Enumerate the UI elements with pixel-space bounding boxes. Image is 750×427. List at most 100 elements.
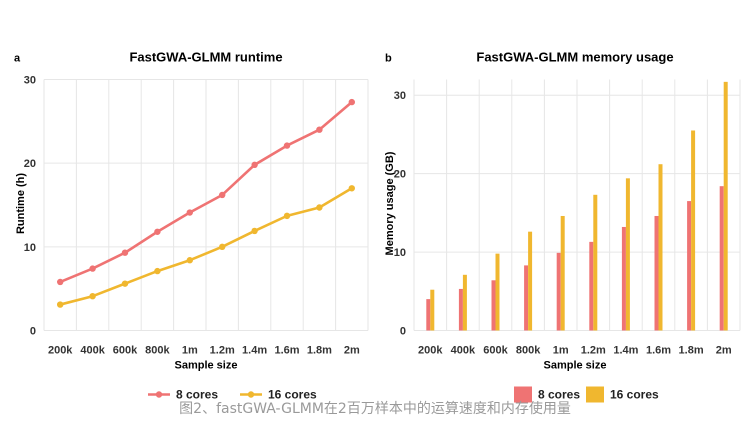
- memory-x-tick-label: 1.2m: [581, 345, 606, 357]
- runtime-x-tick-label: 1.4m: [242, 345, 267, 357]
- runtime-y-tick-label: 10: [24, 242, 36, 254]
- figure-caption: 图2、fastGWA-GLMM在2百万样本中的运算速度和内存使用量: [179, 401, 571, 417]
- runtime-legend-marker: [247, 391, 255, 398]
- runtime-y-tick-label: 0: [30, 326, 36, 338]
- runtime-legend-marker: [155, 391, 163, 398]
- runtime-x-tick-label: 2m: [344, 345, 360, 357]
- runtime-point: [251, 161, 258, 169]
- runtime-x-tick-label: 200k: [48, 345, 73, 357]
- memory-bar-16-cores: [430, 289, 435, 331]
- runtime-point: [186, 209, 193, 216]
- memory-x-axis-title: Sample size: [544, 360, 607, 372]
- runtime-y-tick-label: 20: [24, 158, 36, 170]
- runtime-x-axis-title: Sample size: [175, 360, 238, 372]
- panel-b-memory-chart: b FastGWA-GLMM memory usage Memory usage…: [384, 50, 741, 403]
- memory-bar-8-cores: [621, 226, 626, 331]
- memory-x-tick-label: 1.4m: [613, 345, 638, 357]
- runtime-point: [121, 280, 129, 287]
- memory-bar-8-cores: [458, 288, 463, 331]
- runtime-x-tick-label: 1.6m: [274, 345, 299, 357]
- runtime-series-line-8-cores: [59, 101, 353, 284]
- memory-bar-16-cores: [691, 130, 696, 331]
- memory-legend-label: 16 cores: [610, 388, 659, 402]
- runtime-point: [89, 265, 96, 272]
- memory-bar-16-cores: [658, 164, 663, 331]
- runtime-point: [316, 204, 323, 211]
- memory-gridlines: [413, 79, 741, 331]
- runtime-point: [283, 142, 291, 149]
- runtime-point: [186, 257, 193, 264]
- memory-x-tick-label: 400k: [451, 345, 476, 357]
- memory-x-tick-label: 600k: [483, 345, 508, 357]
- runtime-y-tick-label: 30: [24, 75, 36, 87]
- memory-bar-8-cores: [426, 299, 431, 331]
- memory-legend-label: 8 cores: [538, 388, 580, 402]
- memory-chart-title: FastGWA-GLMM memory usage: [476, 50, 673, 65]
- panel-a-runtime-chart: a FastGWA-GLMM runtime Runtime (h) Sampl…: [14, 50, 369, 402]
- memory-x-tick-label: 800k: [516, 345, 541, 357]
- runtime-point: [57, 301, 64, 308]
- memory-bar-8-cores: [589, 241, 594, 331]
- memory-bar-8-cores: [556, 252, 561, 331]
- runtime-series-line-16-cores: [59, 187, 353, 306]
- memory-bars: [426, 81, 728, 331]
- runtime-point: [348, 185, 355, 192]
- memory-bar-16-cores: [625, 178, 630, 331]
- memory-legend-swatch: [586, 386, 604, 403]
- runtime-x-tick-label: 1m: [182, 345, 198, 357]
- runtime-point: [316, 126, 323, 133]
- runtime-point: [283, 212, 291, 220]
- runtime-point: [121, 249, 129, 256]
- runtime-point: [219, 243, 226, 251]
- runtime-point: [154, 267, 161, 275]
- memory-bar-8-cores: [524, 265, 529, 331]
- runtime-x-tick-label: 800k: [145, 345, 170, 357]
- runtime-x-ticks: 200k 400k 600k 800k 1m 1.2m 1.4m 1.6m 1.8m 2m: [48, 345, 360, 357]
- memory-x-tick-label: 2m: [716, 345, 732, 357]
- memory-x-tick-label: 1.6m: [646, 345, 671, 357]
- runtime-legend: 8 cores 16 cores: [148, 388, 317, 402]
- memory-x-tick-label: 1.8m: [679, 345, 704, 357]
- runtime-x-tick-label: 1.8m: [307, 345, 332, 357]
- memory-bar-8-cores: [491, 280, 496, 331]
- memory-bar-16-cores: [495, 253, 500, 331]
- memory-bar-16-cores: [462, 274, 467, 331]
- runtime-point: [57, 278, 64, 286]
- memory-bar-16-cores: [593, 194, 598, 331]
- runtime-y-axis-title: Runtime (h): [15, 173, 27, 234]
- panel-b-letter: b: [385, 53, 392, 65]
- memory-legend-swatch: [514, 386, 532, 403]
- runtime-legend-label: 8 cores: [176, 388, 218, 402]
- memory-y-ticks: 0 10 20 30: [394, 90, 406, 337]
- runtime-gridlines: [43, 79, 369, 331]
- memory-x-tick-label: 200k: [418, 345, 443, 357]
- memory-x-tick-label: 1m: [553, 345, 569, 357]
- memory-bar-16-cores: [560, 215, 565, 331]
- runtime-point: [348, 98, 355, 106]
- runtime-series: [57, 98, 355, 308]
- memory-bar-8-cores: [654, 215, 659, 331]
- runtime-point: [251, 227, 258, 235]
- runtime-point: [219, 191, 226, 199]
- memory-y-tick-label: 30: [394, 90, 406, 102]
- runtime-point: [89, 292, 96, 300]
- memory-legend: 8 cores 16 cores: [514, 386, 659, 403]
- runtime-x-tick-label: 1.2m: [210, 345, 235, 357]
- memory-y-tick-label: 20: [394, 169, 406, 181]
- runtime-point: [154, 228, 161, 235]
- memory-y-tick-label: 0: [400, 326, 406, 338]
- runtime-legend-label: 16 cores: [268, 388, 317, 402]
- memory-x-ticks: 200k 400k 600k 800k 1m 1.2m 1.4m 1.6m 1.8m 2m: [418, 345, 732, 357]
- memory-bar-8-cores: [687, 201, 692, 331]
- runtime-y-ticks: 0 10 20 30: [24, 75, 36, 338]
- panel-a-letter: a: [14, 53, 21, 65]
- runtime-chart-title: FastGWA-GLMM runtime: [129, 50, 282, 65]
- memory-bar-16-cores: [723, 81, 728, 331]
- runtime-x-tick-label: 400k: [80, 345, 105, 357]
- runtime-x-tick-label: 600k: [113, 345, 138, 357]
- memory-y-tick-label: 10: [394, 247, 406, 259]
- memory-y-axis-title: Memory usage (GB): [384, 151, 396, 255]
- memory-bar-8-cores: [719, 186, 724, 331]
- memory-bar-16-cores: [528, 231, 533, 331]
